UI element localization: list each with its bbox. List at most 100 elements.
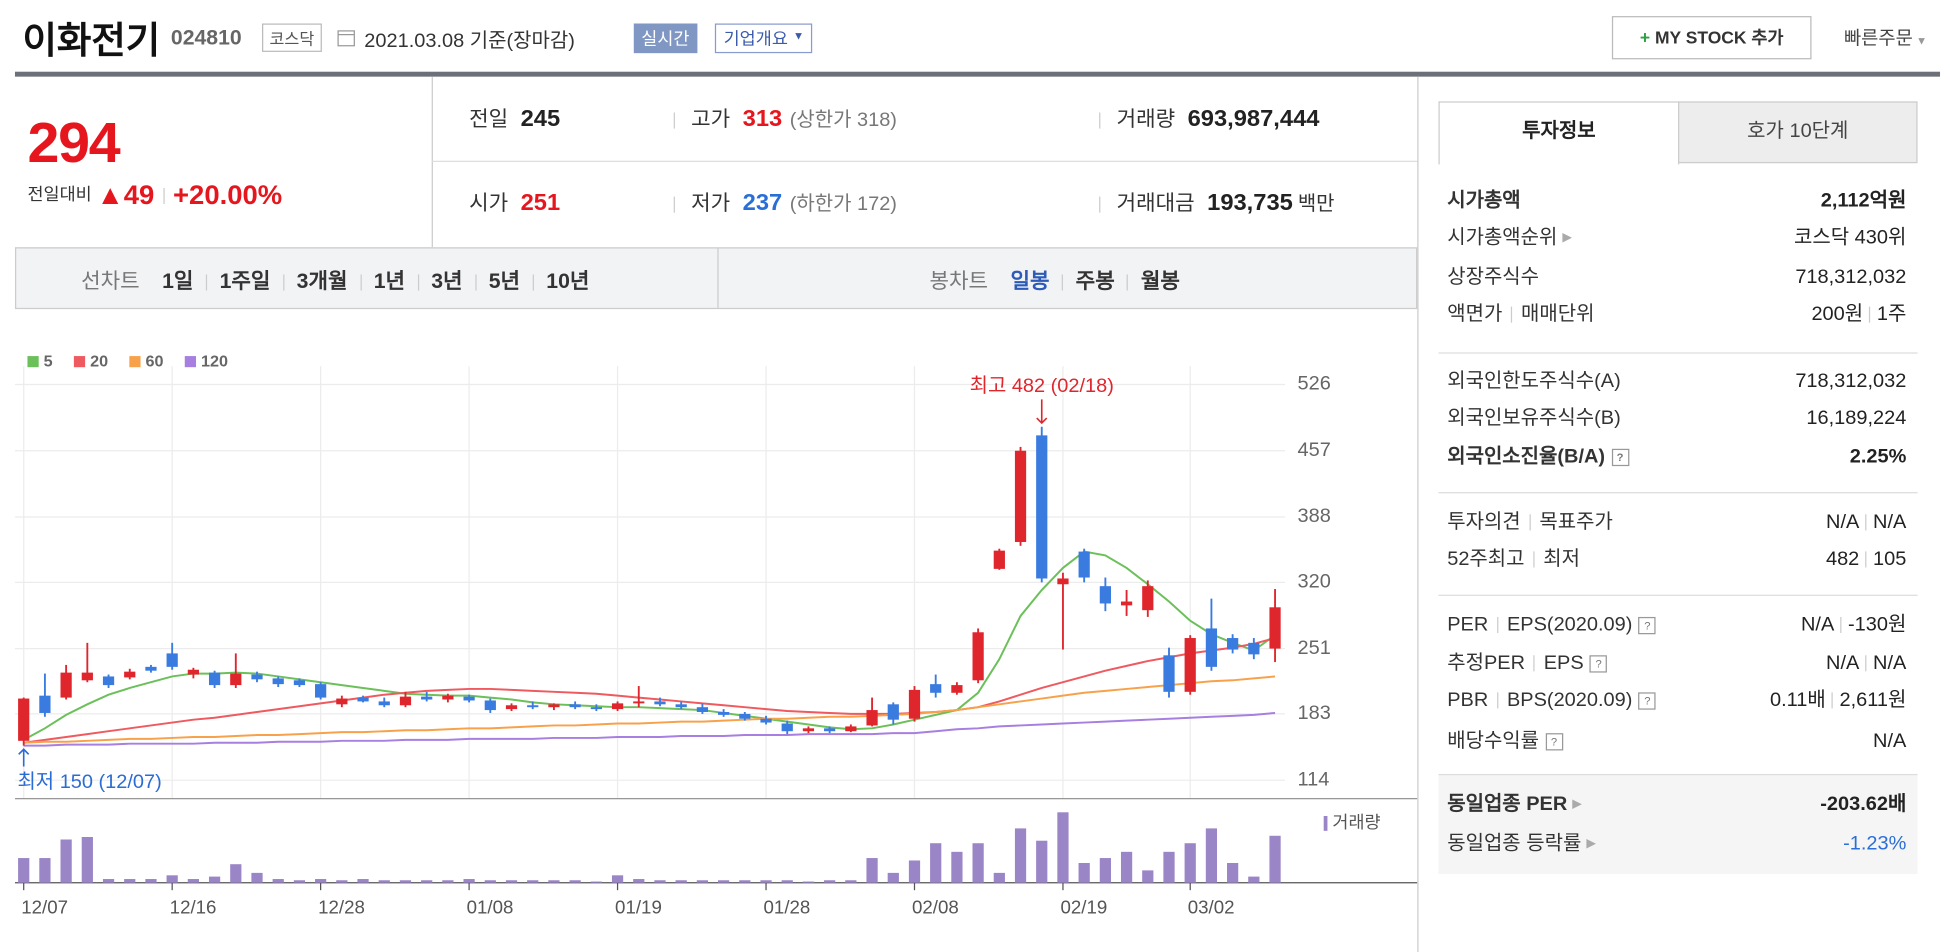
candle-body	[717, 711, 730, 715]
period-separator	[532, 274, 534, 291]
info-row: 배당수익률? N/A	[1447, 727, 1906, 757]
period-button[interactable]: 5년	[488, 269, 521, 294]
help-icon[interactable]: ?	[1545, 732, 1563, 751]
price: 294	[27, 110, 120, 175]
x-tick-label: 12/16	[170, 897, 217, 918]
period-button[interactable]: 1일	[162, 269, 194, 294]
change-row: 전일대비 ▲49 +20.00%	[27, 179, 283, 211]
line-periods: 선차트 1일 1주일 3개월 1년 3년 5년 10년	[81, 263, 589, 294]
cell-unit: 백만	[1297, 194, 1335, 216]
x-tick-label: 01/19	[615, 897, 662, 918]
period-button[interactable]: 일봉	[1010, 269, 1050, 294]
period-bar	[14, 247, 1418, 310]
info-label: 배당수익률?	[1447, 731, 1563, 752]
candle-body	[442, 695, 454, 700]
volume-bar	[1036, 840, 1048, 883]
overview-button[interactable]: 기업개요 ▼	[714, 23, 812, 54]
info-value: N/A N/A	[1826, 649, 1906, 679]
tab[interactable]: 호가 10단계	[1678, 101, 1918, 164]
cell-label: 시가	[469, 191, 509, 216]
label-part: PER	[1447, 614, 1489, 636]
volume-bar	[1142, 870, 1154, 883]
volume-bar	[1057, 812, 1069, 883]
realtime-button[interactable]: 실시간	[633, 23, 697, 54]
ma-line	[23, 675, 1276, 744]
mystock-button[interactable]: + MY STOCK 추가	[1611, 16, 1812, 60]
candle-body	[866, 710, 878, 726]
info-label: 외국인보유주식수(B)	[1447, 408, 1621, 429]
help-icon[interactable]: ?	[1589, 654, 1608, 673]
period-button[interactable]: 3년	[431, 269, 463, 294]
volume-bar	[505, 880, 518, 883]
cell-label: 거래량	[1116, 107, 1176, 132]
y-tick-label: 526	[1298, 373, 1331, 395]
period-separator	[475, 274, 477, 291]
info-value: -1.23%	[1843, 830, 1906, 860]
value-part: 2.25%	[1849, 446, 1907, 468]
volume-bar	[484, 880, 496, 883]
candle-body	[993, 550, 1005, 569]
value-part: N/A	[1801, 614, 1835, 636]
volume-bar	[887, 872, 899, 883]
x-tick-label: 01/08	[467, 897, 514, 918]
change-label: 전일대비	[27, 183, 92, 204]
value-part: 2,611원	[1839, 689, 1907, 711]
cell-value: 193,735	[1207, 190, 1293, 217]
info-value: -203.62배	[1820, 790, 1906, 820]
candle-body	[951, 685, 963, 693]
value-separator	[1865, 514, 1867, 531]
volume-bar	[81, 836, 93, 883]
cell-separator	[673, 196, 675, 213]
volume-bar	[208, 876, 221, 883]
volume-bar	[866, 858, 878, 883]
candle-body	[675, 704, 687, 708]
cell-separator	[673, 112, 675, 129]
sector-box	[1438, 773, 1918, 875]
ma-line	[23, 550, 1276, 741]
quote-cell: 시가 251	[469, 188, 560, 220]
volume-bar	[1269, 835, 1281, 883]
period-button[interactable]: 1주일	[219, 269, 271, 294]
period-button[interactable]: 월봉	[1140, 269, 1180, 294]
quote-cell: 고가 313 (상한가 318)	[673, 104, 897, 137]
value-part: 2,112억원	[1820, 190, 1907, 212]
more-arrow: ▶	[1562, 231, 1573, 245]
volume-bar	[1120, 851, 1133, 883]
cell-label: 거래대금	[1116, 191, 1195, 216]
value-part: 718,312,032	[1795, 370, 1907, 392]
quick-order[interactable]: 빠른주문 ▼	[1843, 28, 1928, 50]
label-part: 추정PER	[1447, 652, 1525, 674]
value-part: 16,189,224	[1806, 407, 1907, 430]
period-separator	[417, 274, 419, 291]
y-tick-label: 457	[1298, 439, 1331, 461]
cell-value: 251	[520, 190, 561, 217]
candle-body	[654, 701, 666, 705]
period-divider	[717, 248, 719, 308]
period-button[interactable]: 주봉	[1075, 269, 1115, 294]
info-row: 동일업종 등락률 ▶ -1.23%	[1447, 830, 1906, 860]
help-icon[interactable]: ?	[1638, 616, 1657, 634]
help-icon[interactable]: ?	[1611, 448, 1629, 466]
candle-body	[357, 697, 369, 702]
ma-line	[23, 711, 1276, 747]
tab[interactable]: 투자정보	[1438, 101, 1680, 165]
label-part: BPS(2020.09)	[1506, 689, 1633, 711]
period-button[interactable]: 1년	[373, 269, 406, 294]
period-button[interactable]: 3개월	[296, 269, 348, 294]
quote-cell: 거래량 693,987,444	[1099, 104, 1319, 136]
period-button[interactable]: 10년	[546, 269, 590, 294]
label-separator	[1533, 551, 1535, 568]
label-part: 시가총액순위	[1447, 227, 1558, 249]
candle-body	[484, 700, 496, 711]
help-icon[interactable]: ?	[1638, 692, 1657, 710]
volume-bar	[166, 875, 178, 883]
legend-swatch	[129, 356, 141, 368]
x-tick-label: 01/28	[764, 897, 811, 918]
cell-value: 313	[742, 106, 783, 133]
info-row: 추정PER EPS? N/A N/A	[1447, 649, 1906, 679]
info-value: 718,312,032	[1795, 263, 1906, 293]
period-separator	[1061, 274, 1064, 291]
info-value: N/A -130원	[1801, 611, 1906, 641]
info-row: 외국인한도주식수(A) 718,312,032	[1447, 367, 1906, 397]
